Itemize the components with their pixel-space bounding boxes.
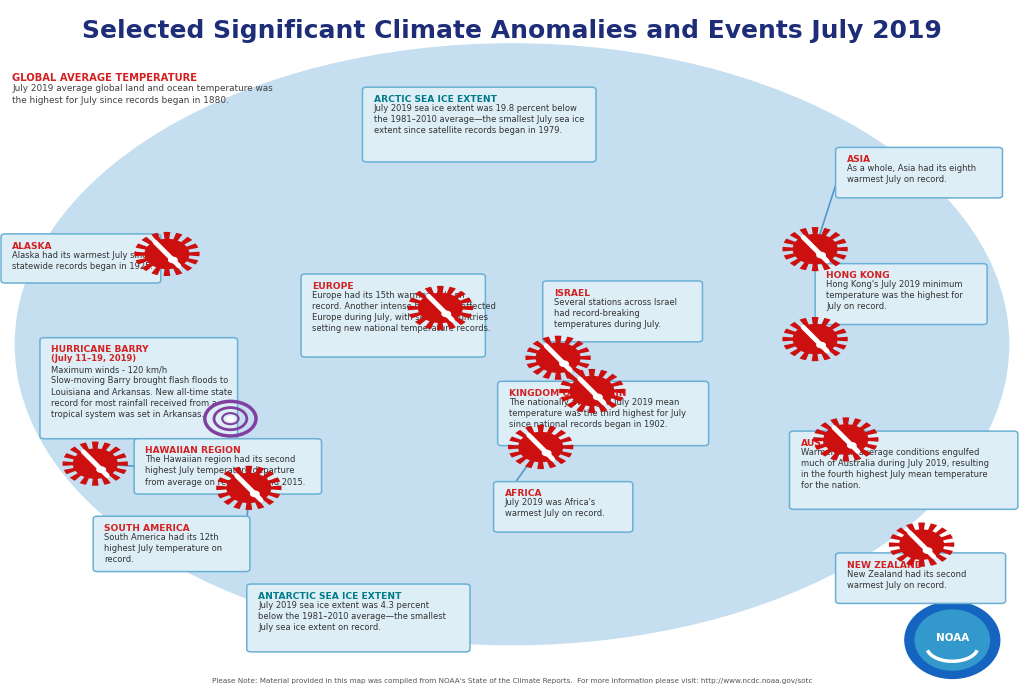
Text: ANTARCTIC SEA ICE EXTENT: ANTARCTIC SEA ICE EXTENT — [258, 592, 401, 601]
Text: South America had its 12th
highest July temperature on
record.: South America had its 12th highest July … — [104, 533, 222, 564]
Text: As a whole, Asia had its eighth
warmest July on record.: As a whole, Asia had its eighth warmest … — [847, 164, 976, 184]
Text: SOUTH AMERICA: SOUTH AMERICA — [104, 524, 190, 533]
Circle shape — [914, 610, 990, 671]
Text: Alaska had its warmest July since
statewide records began in 1925.: Alaska had its warmest July since statew… — [12, 251, 154, 271]
Text: Several stations across Israel
had record-breaking
temperatures during July.: Several stations across Israel had recor… — [554, 298, 677, 329]
Text: HURRICANE BARRY: HURRICANE BARRY — [51, 345, 148, 354]
Text: NEW ZEALAND: NEW ZEALAND — [847, 561, 923, 570]
Text: NOAA: NOAA — [936, 633, 969, 644]
Text: New Zealand had its second
warmest July on record.: New Zealand had its second warmest July … — [847, 570, 967, 590]
Text: NATIONAL OCEANIC AND ATMOSPHERIC ADMINISTRATION: NATIONAL OCEANIC AND ATMOSPHERIC ADMINIS… — [910, 601, 994, 605]
Text: ARCTIC SEA ICE EXTENT: ARCTIC SEA ICE EXTENT — [374, 95, 497, 104]
Text: The nationally averaged July 2019 mean
temperature was the third highest for Jul: The nationally averaged July 2019 mean t… — [509, 398, 686, 429]
Text: July 2019 sea ice extent was 19.8 percent below
the 1981–2010 average—the smalle: July 2019 sea ice extent was 19.8 percen… — [374, 104, 584, 135]
Text: Maximum winds - 120 km/h
Slow-moving Barry brought flash floods to
Louisiana and: Maximum winds - 120 km/h Slow-moving Bar… — [51, 365, 232, 419]
Text: ISRAEL: ISRAEL — [554, 289, 590, 298]
Text: July 2019 was Africa's
warmest July on record.: July 2019 was Africa's warmest July on r… — [505, 498, 604, 518]
Text: Please Note: Material provided in this map was compiled from NOAA's State of the: Please Note: Material provided in this m… — [212, 677, 812, 684]
Text: HONG KONG: HONG KONG — [826, 271, 890, 280]
Text: ASIA: ASIA — [847, 155, 871, 164]
Text: AUSTRALIA: AUSTRALIA — [801, 439, 858, 448]
Text: ALASKA: ALASKA — [12, 242, 53, 251]
Text: The Hawaiian region had its second
highest July temperature departure
from avera: The Hawaiian region had its second highe… — [145, 455, 306, 486]
Text: AFRICA: AFRICA — [505, 489, 543, 498]
Text: (July 11–19, 2019): (July 11–19, 2019) — [51, 354, 136, 363]
Text: Selected Significant Climate Anomalies and Events July 2019: Selected Significant Climate Anomalies a… — [82, 19, 942, 44]
Text: HAWAIIAN REGION: HAWAIIAN REGION — [145, 446, 242, 455]
Text: Hong Kong's July 2019 minimum
temperature was the highest for
July on record.: Hong Kong's July 2019 minimum temperatur… — [826, 280, 964, 311]
Text: GLOBAL AVERAGE TEMPERATURE: GLOBAL AVERAGE TEMPERATURE — [12, 73, 198, 82]
Text: Warmer-than-average conditions engulfed
much of Australia during July 2019, resu: Warmer-than-average conditions engulfed … — [801, 448, 989, 490]
Ellipse shape — [15, 44, 1009, 645]
Text: KINGDOM OF BAHRAIN: KINGDOM OF BAHRAIN — [509, 389, 627, 398]
Text: July 2019 sea ice extent was 4.3 percent
below the 1981–2010 average—the smalles: July 2019 sea ice extent was 4.3 percent… — [258, 601, 445, 632]
Text: EUROPE: EUROPE — [312, 282, 354, 291]
Text: July 2019 average global land and ocean temperature was
the highest for July sin: July 2019 average global land and ocean … — [12, 84, 273, 105]
Text: Europe had its 15th warmest July on
record. Another intense heat wave affected
E: Europe had its 15th warmest July on reco… — [312, 291, 497, 333]
Circle shape — [904, 601, 1000, 679]
